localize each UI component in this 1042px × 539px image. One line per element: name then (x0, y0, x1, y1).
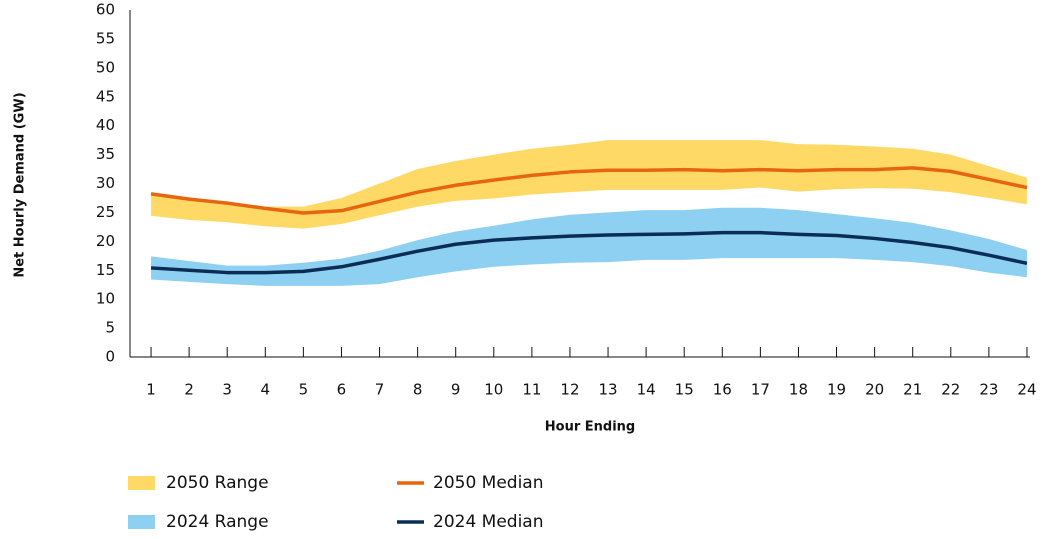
x-tick-label: 23 (979, 381, 998, 399)
y-tick-label: 10 (96, 290, 115, 308)
x-tick-label: 18 (789, 381, 808, 399)
y-tick-label: 15 (96, 261, 115, 279)
x-tick-label: 8 (413, 381, 423, 399)
x-tick-label: 7 (375, 381, 385, 399)
x-tick-label: 5 (299, 381, 309, 399)
x-tick-label: 20 (865, 381, 884, 399)
x-tick-label: 21 (903, 381, 922, 399)
x-tick-label: 11 (522, 381, 541, 399)
x-tick-label: 16 (713, 381, 732, 399)
x-tick-label: 2 (184, 381, 194, 399)
median-line (150, 166, 1028, 215)
x-tick-label: 24 (1017, 381, 1036, 399)
range-area (151, 207, 1027, 286)
x-tick-label: 12 (560, 381, 579, 399)
legend-label: 2024 Median (433, 512, 544, 532)
legend-swatch (128, 515, 155, 529)
y-tick-label: 40 (96, 116, 115, 134)
x-tick-label: 6 (337, 381, 347, 399)
x-tick-label: 13 (598, 381, 617, 399)
x-tick-label: 19 (827, 381, 846, 399)
x-tick-label: 9 (451, 381, 461, 399)
x-tick-label: 17 (751, 381, 770, 399)
x-tick-label: 14 (637, 381, 656, 399)
x-tick-label: 15 (675, 381, 694, 399)
x-tick-label: 22 (941, 381, 960, 399)
median-line (150, 230, 1028, 275)
y-tick-label: 45 (96, 87, 115, 105)
y-tick-label: 5 (105, 319, 115, 337)
x-axis-label: Hour Ending (545, 420, 635, 435)
range-area (151, 140, 1027, 229)
legend-swatch (128, 476, 155, 490)
y-tick-label: 55 (96, 29, 115, 47)
y-tick-label: 0 (105, 348, 115, 366)
x-tick-label: 4 (261, 381, 271, 399)
x-tick-label: 10 (484, 381, 503, 399)
x-tick-label: 3 (222, 381, 232, 399)
legend-label: 2024 Range (166, 512, 269, 532)
y-tick-label: 25 (96, 203, 115, 221)
y-tick-label: 20 (96, 232, 115, 250)
y-tick-label: 30 (96, 174, 115, 192)
y-tick-label: 50 (96, 58, 115, 76)
legend-label: 2050 Median (433, 473, 544, 493)
y-axis-label: Net Hourly Demand (GW) (13, 92, 28, 277)
x-tick-label: 1 (146, 381, 156, 399)
y-tick-label: 35 (96, 145, 115, 163)
legend-label: 2050 Range (166, 473, 269, 493)
y-tick-label: 60 (96, 1, 115, 19)
